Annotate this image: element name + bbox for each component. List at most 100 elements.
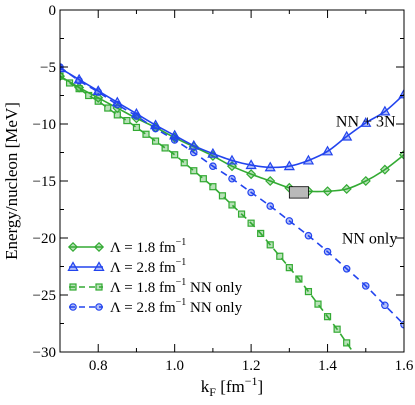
data-point	[113, 111, 121, 119]
x-tick-label: 0.8	[89, 358, 108, 374]
data-point	[85, 91, 93, 100]
data-point	[341, 183, 352, 195]
data-point	[323, 247, 332, 256]
data-point	[360, 175, 371, 187]
data-point	[285, 217, 294, 225]
x-tick-label: 1.2	[242, 358, 261, 374]
legend-marker	[69, 303, 77, 311]
empirical-saturation-box	[288, 186, 309, 199]
data-point	[276, 252, 284, 260]
x-tick-label: 1.0	[165, 358, 184, 374]
data-point	[123, 116, 131, 125]
empirical-box-layer	[288, 186, 309, 199]
data-point	[257, 229, 265, 238]
data-point	[321, 145, 334, 156]
y-tick-label: −15	[33, 174, 56, 190]
data-point	[304, 287, 313, 296]
data-point	[113, 100, 122, 109]
data-point	[247, 219, 255, 227]
data-point	[209, 183, 217, 191]
data-point	[171, 151, 179, 159]
y-tick-label: −25	[33, 288, 56, 304]
data-point	[379, 105, 391, 116]
legend-marker	[93, 241, 105, 253]
data-point	[322, 186, 333, 197]
data-point	[190, 167, 198, 175]
data-point	[343, 339, 351, 347]
legend-marker	[93, 261, 105, 272]
data-point	[333, 325, 341, 333]
data-point	[283, 160, 295, 171]
data-point	[266, 202, 275, 210]
plot-background	[60, 10, 404, 352]
y-tick-label: −10	[33, 117, 56, 133]
data-point	[189, 148, 198, 157]
legend-entry: Λ = 2.8 fm−1 NN only	[69, 297, 243, 316]
data-point	[170, 136, 179, 144]
series-layer	[60, 62, 404, 360]
y-tick-label: −30	[33, 345, 56, 361]
data-point	[304, 231, 313, 240]
y-axis-label: Energy/nucleon [MeV]	[2, 102, 21, 260]
data-point	[265, 175, 276, 187]
annotation-layer: NN + 3N NN only	[336, 113, 397, 247]
x-axis-label-base: k	[201, 377, 210, 396]
series-4	[60, 63, 404, 329]
data-point	[226, 154, 238, 165]
data-point	[151, 124, 160, 133]
x-axis-label-unit: [fm	[216, 377, 245, 396]
data-point	[65, 79, 74, 87]
data-point	[151, 137, 160, 145]
legend-label: Λ = 1.8 fm−1 NN only	[110, 277, 243, 296]
data-point	[360, 117, 372, 127]
data-point	[218, 192, 227, 200]
data-point	[104, 104, 112, 112]
data-point	[341, 130, 353, 141]
data-point	[342, 264, 351, 273]
data-point	[75, 85, 83, 93]
x-tick-label: 1.4	[318, 358, 337, 374]
data-point	[381, 301, 389, 310]
data-point	[379, 164, 390, 175]
x-axis-label-sub: F	[209, 385, 216, 399]
legend-entry: Λ = 2.8 fm−1	[67, 257, 186, 276]
data-point	[94, 88, 103, 96]
legend-marker	[67, 261, 79, 272]
data-point	[353, 354, 359, 360]
legend-entry: Λ = 1.8 fm−1	[67, 237, 186, 256]
data-point	[75, 76, 83, 85]
x-axis-label-unit-sup: −1	[245, 374, 258, 388]
annotation: NN + 3N	[336, 113, 396, 130]
data-point	[161, 144, 169, 152]
data-point	[60, 72, 64, 80]
data-point	[245, 159, 257, 170]
data-point	[132, 112, 141, 120]
data-point	[246, 169, 257, 180]
legend-label: Λ = 1.8 fm−1	[110, 237, 186, 256]
y-tick-label: 0	[49, 3, 57, 19]
series-3	[60, 72, 359, 360]
legend-marker	[95, 303, 103, 311]
annotation: NN only	[342, 231, 398, 248]
data-point	[199, 175, 207, 183]
data-point	[228, 174, 236, 183]
data-point	[302, 154, 315, 165]
legend-label: Λ = 2.8 fm−1	[110, 257, 186, 276]
series-line	[60, 75, 355, 352]
data-point	[169, 129, 181, 140]
legend-marker	[69, 283, 77, 291]
data-point	[132, 123, 141, 132]
data-point	[180, 159, 188, 167]
legend-label: Λ = 2.8 fm−1 NN only	[110, 297, 243, 316]
data-point	[207, 147, 219, 158]
data-point	[361, 282, 370, 290]
data-point	[94, 97, 102, 105]
legend-entry: Λ = 1.8 fm−1 NN only	[69, 277, 243, 296]
axis-ticks: 0.8 1.0 1.2 1.4 1.6 0 −5 −10 −15 −20 −25 −30	[33, 3, 414, 374]
series-line	[60, 66, 404, 326]
x-axis-label: kF [fm−1]	[201, 374, 263, 399]
data-point	[237, 210, 246, 218]
data-point	[314, 300, 322, 308]
data-point	[323, 313, 332, 321]
